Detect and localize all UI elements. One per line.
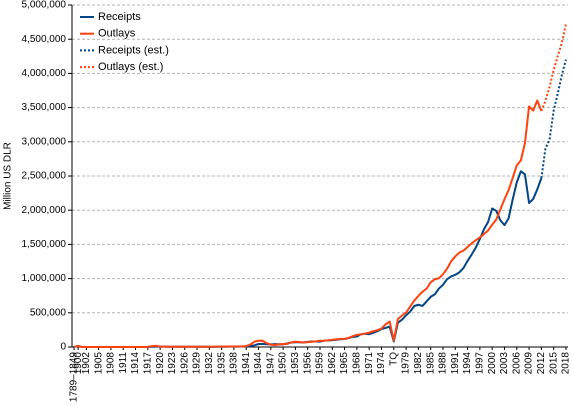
x-tick-label: 1947 (265, 352, 276, 375)
legend-label: Outlays (98, 28, 136, 40)
x-tick-label: 1968 (352, 352, 363, 375)
y-tick-label: 1,000,000 (22, 273, 67, 284)
x-tick-label: 1923 (167, 352, 178, 375)
x-tick-label: 2015 (548, 352, 559, 375)
x-tick-label: 1911 (118, 352, 129, 374)
x-tick-label: 1997 (475, 352, 486, 375)
x-tick-label: 1956 (302, 352, 313, 375)
x-tick-label: 1959 (315, 352, 326, 375)
x-tick-label: 1979 (401, 352, 412, 375)
x-tick-label: 1917 (142, 352, 153, 375)
x-tick-label: 1908 (106, 352, 117, 375)
x-tick-label: 1962 (327, 352, 338, 375)
x-tick-label: 1950 (278, 352, 289, 375)
x-tick-label: 1926 (179, 352, 190, 375)
y-tick-label: 1,500,000 (22, 239, 67, 250)
x-tick-label: 1941 (241, 352, 252, 375)
y-tick-label: 2,000,000 (22, 205, 67, 216)
x-tick-label: TQ (388, 352, 399, 366)
x-tick-label: 1900 (73, 352, 84, 375)
x-tick-label: 1953 (290, 352, 301, 375)
series-line (73, 99, 543, 348)
x-tick-label: 1902 (81, 352, 92, 375)
y-tick-label: 0 (60, 342, 66, 353)
x-tick-label: 1994 (462, 352, 473, 375)
x-tick-label: 1988 (438, 352, 449, 375)
x-tick-label: 1971 (364, 352, 375, 375)
x-tick-label: 2006 (511, 352, 522, 375)
y-axis-title: Million US DLR (3, 142, 14, 210)
y-tick-label: 4,000,000 (22, 68, 67, 79)
x-tick-label: 2018 (561, 352, 572, 375)
x-tick-label: 1938 (229, 352, 240, 375)
x-tick-label: 2003 (499, 352, 510, 375)
x-tick-label: 1914 (130, 352, 141, 375)
y-tick-label: 500,000 (30, 307, 67, 318)
x-tick-label: 1932 (204, 352, 215, 375)
x-tick-label: 1944 (253, 352, 264, 375)
x-tick-label: 1991 (450, 352, 461, 375)
x-tick-label: 2009 (524, 352, 535, 375)
x-tick-label: 1929 (192, 352, 203, 375)
y-tick-label: 3,000,000 (22, 136, 67, 147)
x-tick-label: 1920 (155, 352, 166, 375)
legend-label: Outlays (est.) (98, 61, 163, 73)
series-line (540, 59, 567, 179)
x-tick-label: 1982 (413, 352, 424, 375)
x-tick-label: 1974 (376, 352, 387, 375)
x-tick-label: 1905 (93, 352, 104, 375)
x-tick-label: 1935 (216, 352, 227, 375)
x-tick-label: 2012 (536, 352, 547, 375)
y-tick-label: 5,000,000 (22, 0, 67, 11)
x-tick-label: 1985 (425, 352, 436, 375)
x-tick-label: 2000 (487, 352, 498, 375)
legend-label: Receipts (est.) (98, 44, 169, 56)
x-tick-label: 1965 (339, 352, 350, 375)
series-line (73, 170, 543, 348)
y-tick-label: 4,500,000 (22, 34, 67, 45)
y-tick-label: 2,500,000 (22, 171, 67, 182)
legend-label: Receipts (98, 11, 141, 23)
y-tick-label: 3,500,000 (22, 102, 67, 113)
x-tick-label: 1789–1849 (69, 352, 80, 402)
series-line (540, 23, 567, 112)
